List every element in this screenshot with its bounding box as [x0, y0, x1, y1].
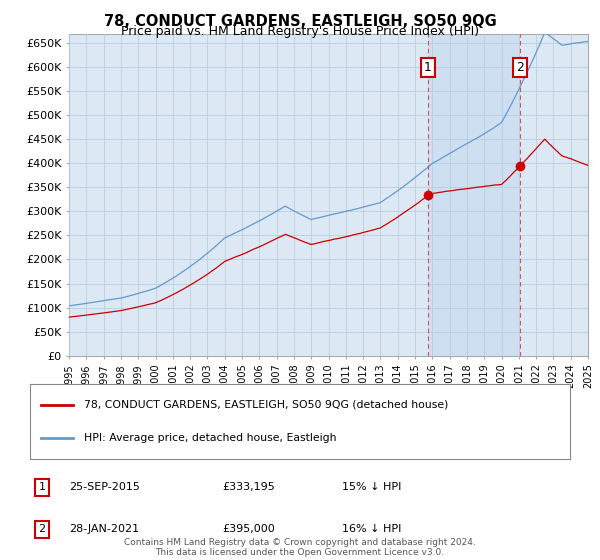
Text: 25-SEP-2015: 25-SEP-2015: [69, 482, 140, 492]
Text: £395,000: £395,000: [222, 524, 275, 534]
Text: 2: 2: [516, 61, 524, 74]
Text: 1: 1: [38, 482, 46, 492]
Text: 2: 2: [38, 524, 46, 534]
Text: £333,195: £333,195: [222, 482, 275, 492]
Text: Price paid vs. HM Land Registry's House Price Index (HPI): Price paid vs. HM Land Registry's House …: [121, 25, 479, 38]
Bar: [428, 34, 520, 356]
Text: Contains HM Land Registry data © Crown copyright and database right 2024.
This d: Contains HM Land Registry data © Crown c…: [124, 538, 476, 557]
Text: HPI: Average price, detached house, Eastleigh: HPI: Average price, detached house, East…: [84, 433, 337, 443]
Text: 16% ↓ HPI: 16% ↓ HPI: [342, 524, 401, 534]
Text: 1: 1: [424, 61, 432, 74]
Text: 78, CONDUCT GARDENS, EASTLEIGH, SO50 9QG (detached house): 78, CONDUCT GARDENS, EASTLEIGH, SO50 9QG…: [84, 400, 448, 410]
Text: 28-JAN-2021: 28-JAN-2021: [69, 524, 139, 534]
Text: 78, CONDUCT GARDENS, EASTLEIGH, SO50 9QG: 78, CONDUCT GARDENS, EASTLEIGH, SO50 9QG: [104, 14, 496, 29]
Text: 15% ↓ HPI: 15% ↓ HPI: [342, 482, 401, 492]
